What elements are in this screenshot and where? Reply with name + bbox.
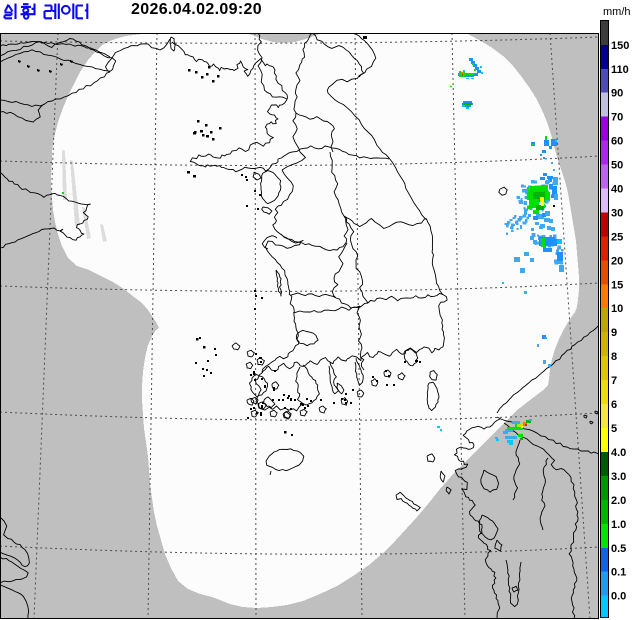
svg-text:7: 7 [611, 375, 617, 387]
svg-text:mm/h: mm/h [603, 6, 631, 18]
svg-text:25: 25 [611, 231, 623, 243]
svg-text:0.0: 0.0 [611, 591, 626, 603]
svg-text:8: 8 [611, 351, 617, 363]
svg-text:0.5: 0.5 [611, 543, 626, 555]
svg-text:3.0: 3.0 [611, 471, 626, 483]
svg-text:2.0: 2.0 [611, 495, 626, 507]
svg-text:90: 90 [611, 88, 623, 100]
svg-text:30: 30 [611, 207, 623, 219]
svg-text:4.0: 4.0 [611, 447, 626, 459]
svg-text:110: 110 [611, 64, 629, 76]
svg-text:6: 6 [611, 399, 617, 411]
svg-text:9: 9 [611, 327, 617, 339]
svg-text:2026.04.02.09:20: 2026.04.02.09:20 [131, 1, 262, 18]
svg-text:40: 40 [611, 184, 623, 196]
svg-text:1.0: 1.0 [611, 519, 626, 531]
svg-text:60: 60 [611, 136, 623, 148]
svg-text:50: 50 [611, 160, 623, 172]
svg-text:150: 150 [611, 40, 629, 52]
svg-text:0.1: 0.1 [611, 567, 626, 579]
svg-text:70: 70 [611, 112, 623, 124]
svg-text:5: 5 [611, 423, 617, 435]
svg-text:10: 10 [611, 303, 623, 315]
svg-text:20: 20 [611, 255, 623, 267]
svg-text:15: 15 [611, 279, 623, 291]
